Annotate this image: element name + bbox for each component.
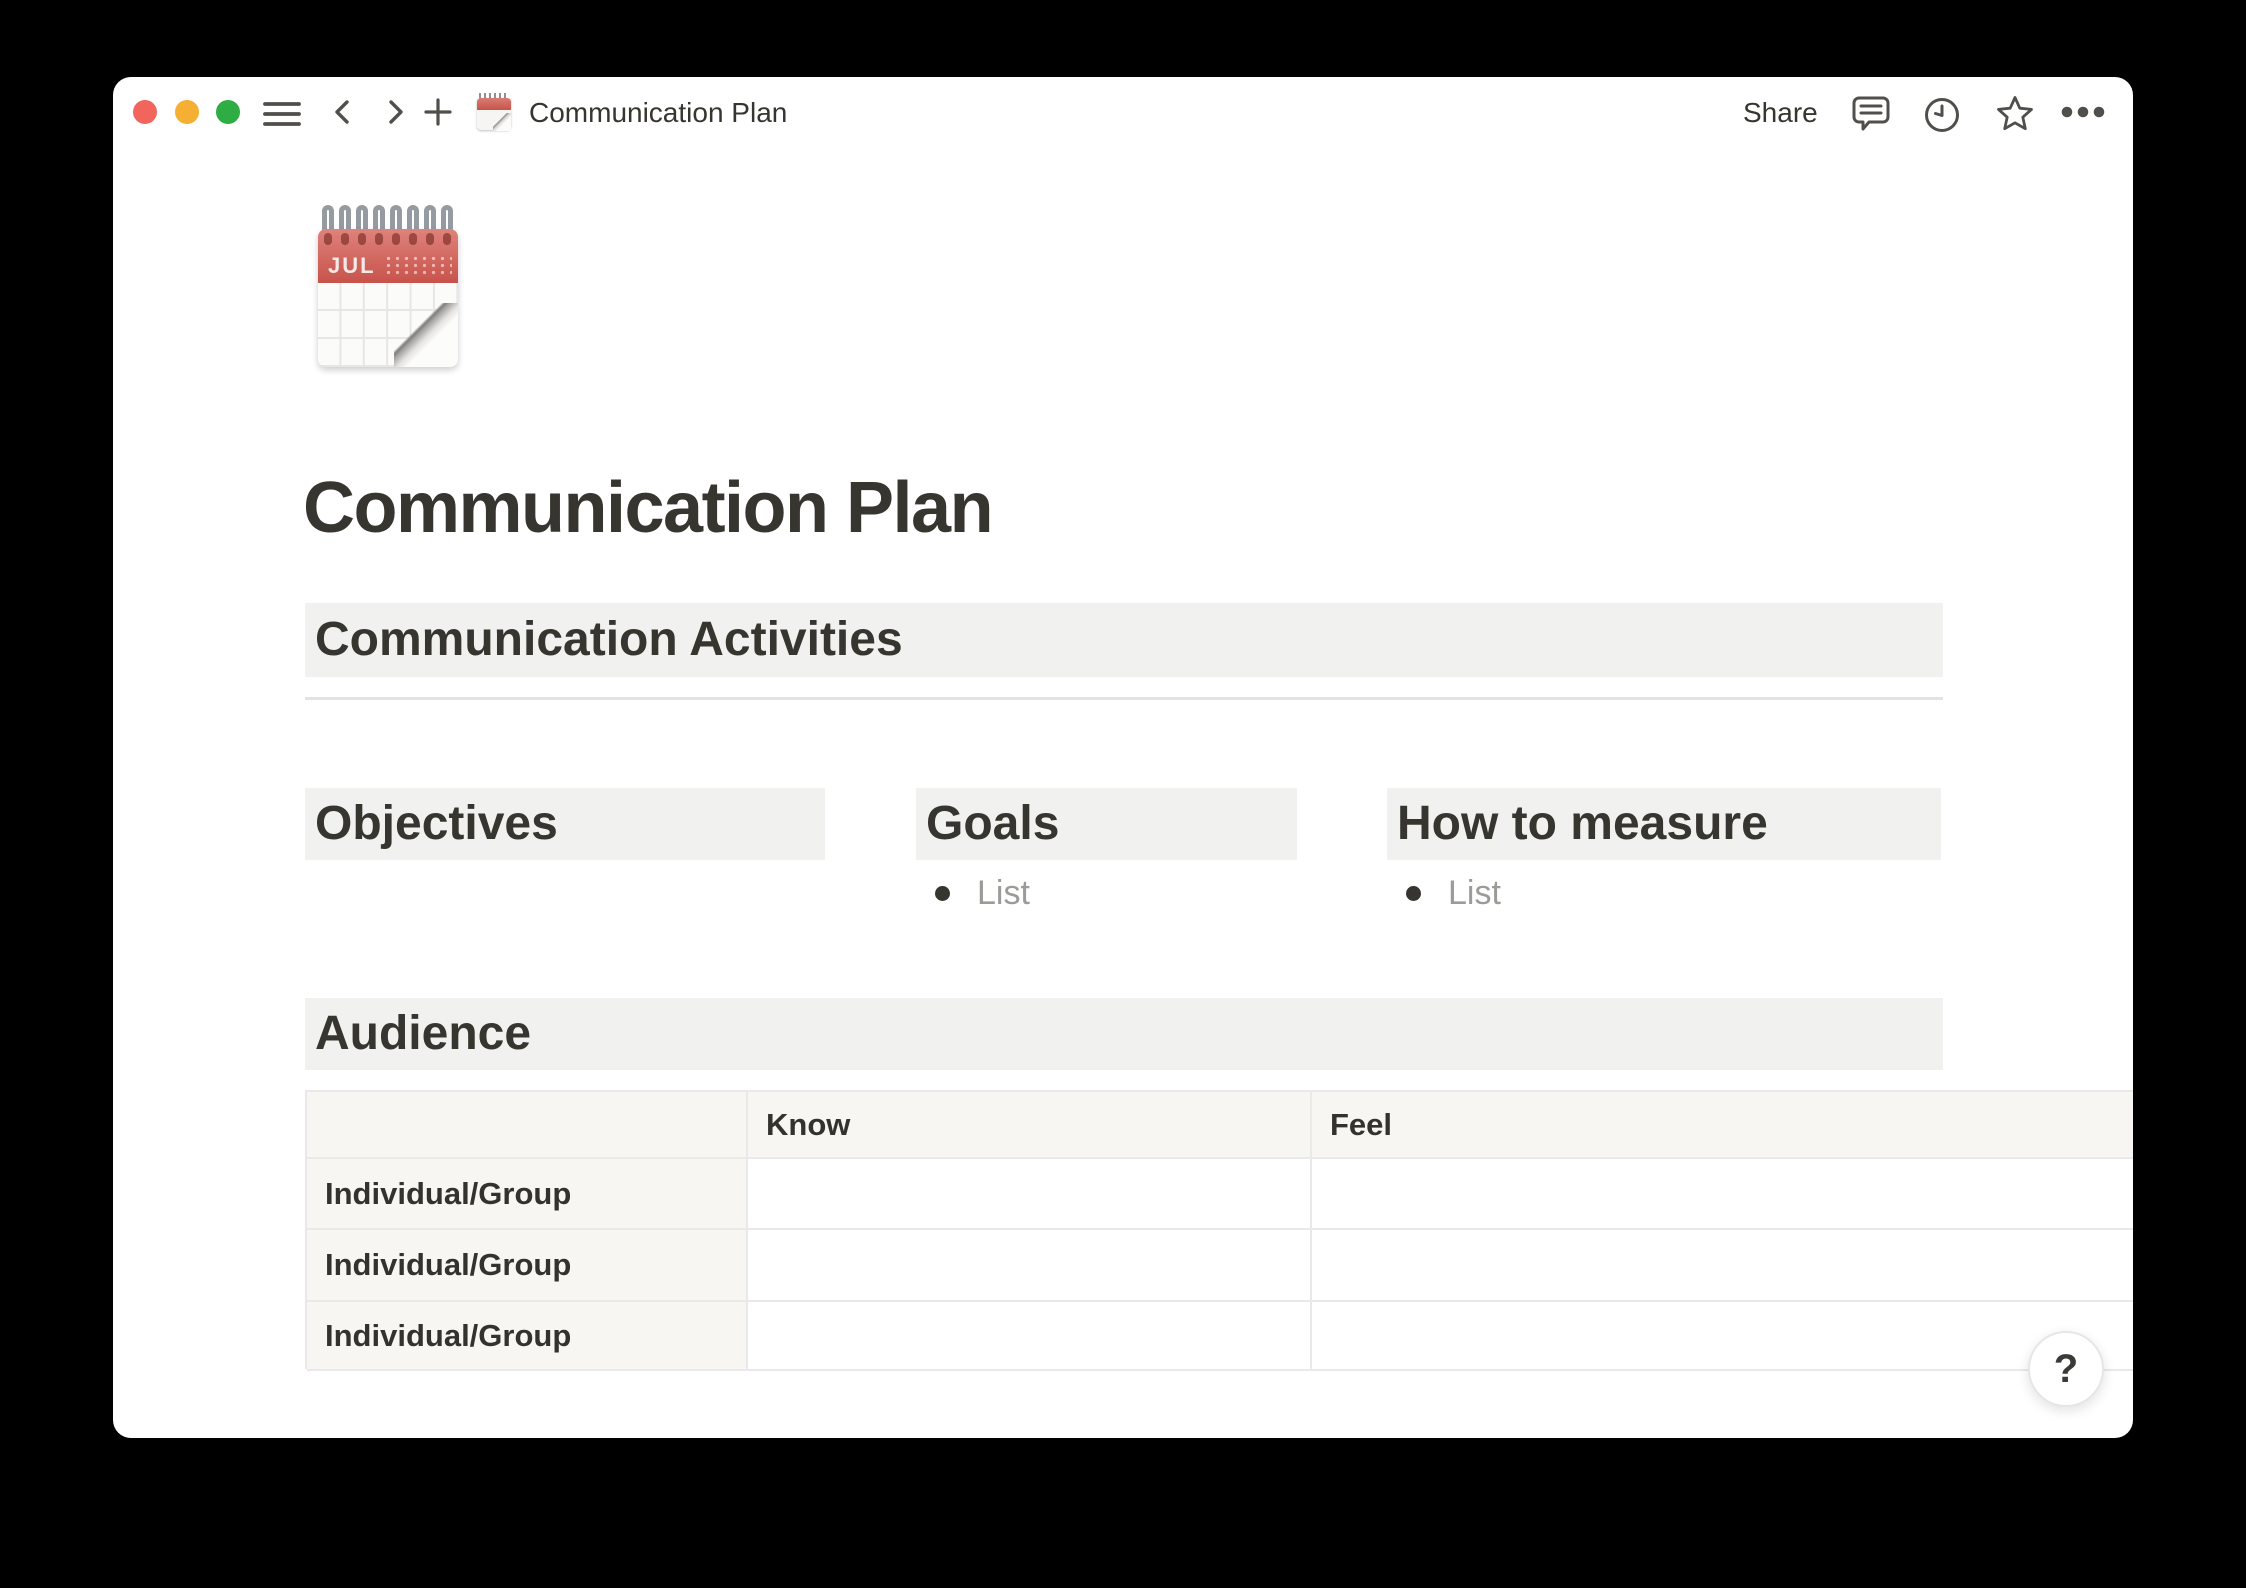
table-row-label[interactable]: Individual/Group: [307, 1302, 748, 1371]
list-placeholder: List: [1448, 874, 1501, 912]
new-page-icon[interactable]: [423, 97, 453, 127]
page-title[interactable]: Communication Plan: [303, 468, 994, 548]
favorite-star-icon[interactable]: [1995, 94, 2035, 134]
app-window: Communication Plan Share: [113, 77, 2133, 1438]
calendar-month-label: JUL: [328, 253, 376, 278]
help-button[interactable]: ?: [2028, 1331, 2104, 1407]
list-placeholder: List: [977, 874, 1030, 912]
heading-goals: Goals: [916, 788, 1297, 860]
comments-icon[interactable]: [1851, 94, 1891, 134]
heading-how-to-measure: How to measure: [1387, 788, 1941, 860]
audience-table: Know Feel Individual/Group Individual/Gr…: [305, 1090, 2133, 1371]
breadcrumb-page-title[interactable]: Communication Plan: [529, 97, 788, 128]
calendar-page-curl: [394, 303, 458, 367]
breadcrumb-page-icon[interactable]: [477, 93, 511, 131]
measure-list-item[interactable]: List: [1406, 871, 1501, 915]
table-cell-know[interactable]: [748, 1230, 1312, 1302]
table-header-know[interactable]: Know: [748, 1092, 1312, 1159]
heading-audience: Audience: [305, 998, 1943, 1070]
table-cell-know[interactable]: [748, 1159, 1312, 1230]
table-cell-feel[interactable]: [1312, 1230, 2133, 1302]
mini-calendar-curl: [493, 113, 511, 131]
table-cell-know[interactable]: [748, 1302, 1312, 1371]
minimize-window-button[interactable]: [175, 100, 199, 124]
calendar-header-dots: [384, 255, 452, 277]
table-row-label[interactable]: Individual/Group: [307, 1230, 748, 1302]
share-button[interactable]: Share: [1743, 97, 1818, 128]
back-icon[interactable]: [329, 98, 357, 126]
list-bullet: [935, 885, 950, 901]
calendar-header-band: JUL: [318, 229, 458, 283]
list-bullet: [1406, 885, 1421, 901]
page-icon-calendar[interactable]: JUL: [318, 205, 458, 369]
table-cell-feel[interactable]: [1312, 1159, 2133, 1230]
zoom-window-button[interactable]: [216, 100, 240, 124]
more-options-icon[interactable]: [2061, 106, 2105, 118]
table-header-feel[interactable]: Feel: [1312, 1092, 2133, 1159]
table-header-empty[interactable]: [307, 1092, 748, 1159]
sidebar-menu-icon[interactable]: [263, 101, 301, 127]
goals-list-item[interactable]: List: [935, 871, 1030, 915]
close-window-button[interactable]: [133, 100, 157, 124]
history-clock-icon[interactable]: [1923, 96, 1961, 134]
divider: [305, 697, 1943, 700]
table-cell-feel[interactable]: [1312, 1302, 2133, 1371]
table-row-label[interactable]: Individual/Group: [307, 1159, 748, 1230]
heading-objectives: Objectives: [305, 788, 825, 860]
forward-icon[interactable]: [381, 98, 409, 126]
calendar-body: JUL: [318, 229, 458, 367]
heading-communication-activities: Communication Activities: [305, 603, 1943, 677]
mini-calendar-rings: [479, 93, 509, 101]
